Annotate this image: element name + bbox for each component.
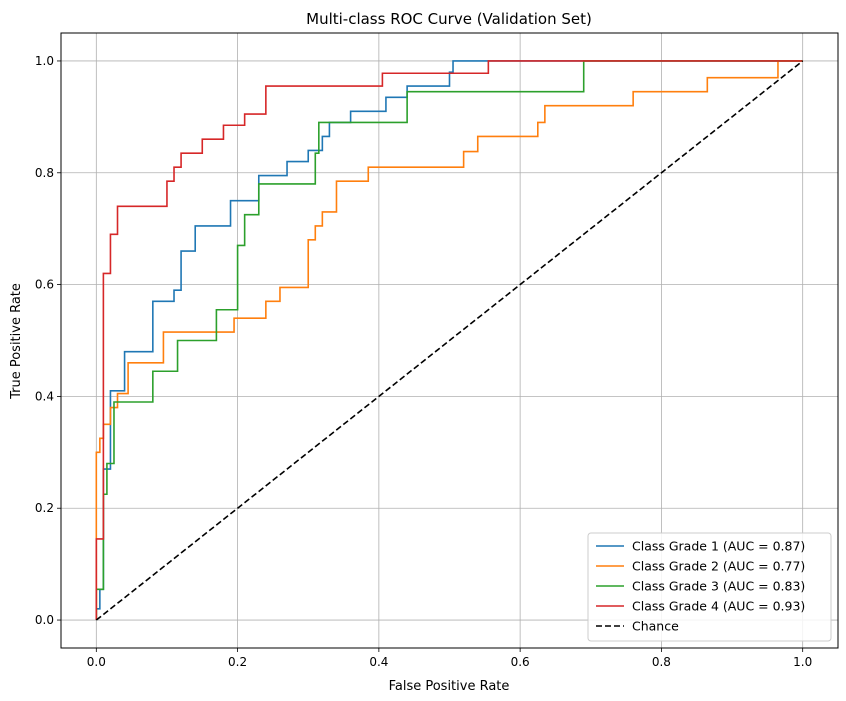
x-tick-label: 0.4 (369, 655, 388, 669)
plot-frame (60, 32, 839, 649)
series-line-chance (95, 60, 804, 621)
legend-label: Class Grade 2 (AUC = 0.77) (632, 559, 805, 574)
x-tick-label: 0.0 (87, 655, 106, 669)
legend-label: Class Grade 3 (AUC = 0.83) (632, 579, 805, 594)
legend-label: Class Grade 1 (AUC = 0.87) (632, 539, 805, 554)
y-tick-label: 1.0 (35, 54, 54, 68)
y-tick-label: 0.6 (35, 278, 54, 292)
legend-label: Class Grade 4 (AUC = 0.93) (632, 599, 805, 614)
plot-lines (95, 60, 804, 621)
x-tick-label: 0.6 (511, 655, 530, 669)
legend-box (587, 532, 832, 642)
series-line-class-grade-4-auc-0-93 (95, 60, 803, 621)
y-tick-label: 0.4 (35, 389, 54, 403)
series-line-class-grade-2-auc-0-77 (95, 60, 803, 621)
x-tick-label: 0.8 (652, 655, 671, 669)
axes: 0.0 0.2 0.4 0.6 0.8 1.0 0.0 0.2 0.4 0.6 0.8 1.0 (35, 54, 812, 669)
chart-title: Multi-class ROC Curve (Validation Set) (306, 10, 592, 28)
series-line-class-grade-3-auc-0-83 (95, 60, 803, 621)
legend-label: Chance (632, 619, 679, 634)
y-axis-label: True Positive Rate (9, 283, 24, 400)
y-tick-label: 0.2 (35, 501, 54, 515)
x-tick-label: 1.0 (793, 655, 812, 669)
legend: Class Grade 1 (AUC = 0.87) Class Grade 2 … (587, 532, 832, 642)
x-tick-label: 0.2 (228, 655, 247, 669)
x-axis-label: False Positive Rate (389, 679, 510, 694)
grid (61, 33, 838, 648)
y-tick-label: 0.0 (35, 613, 54, 627)
y-tick-label: 0.8 (35, 166, 54, 180)
